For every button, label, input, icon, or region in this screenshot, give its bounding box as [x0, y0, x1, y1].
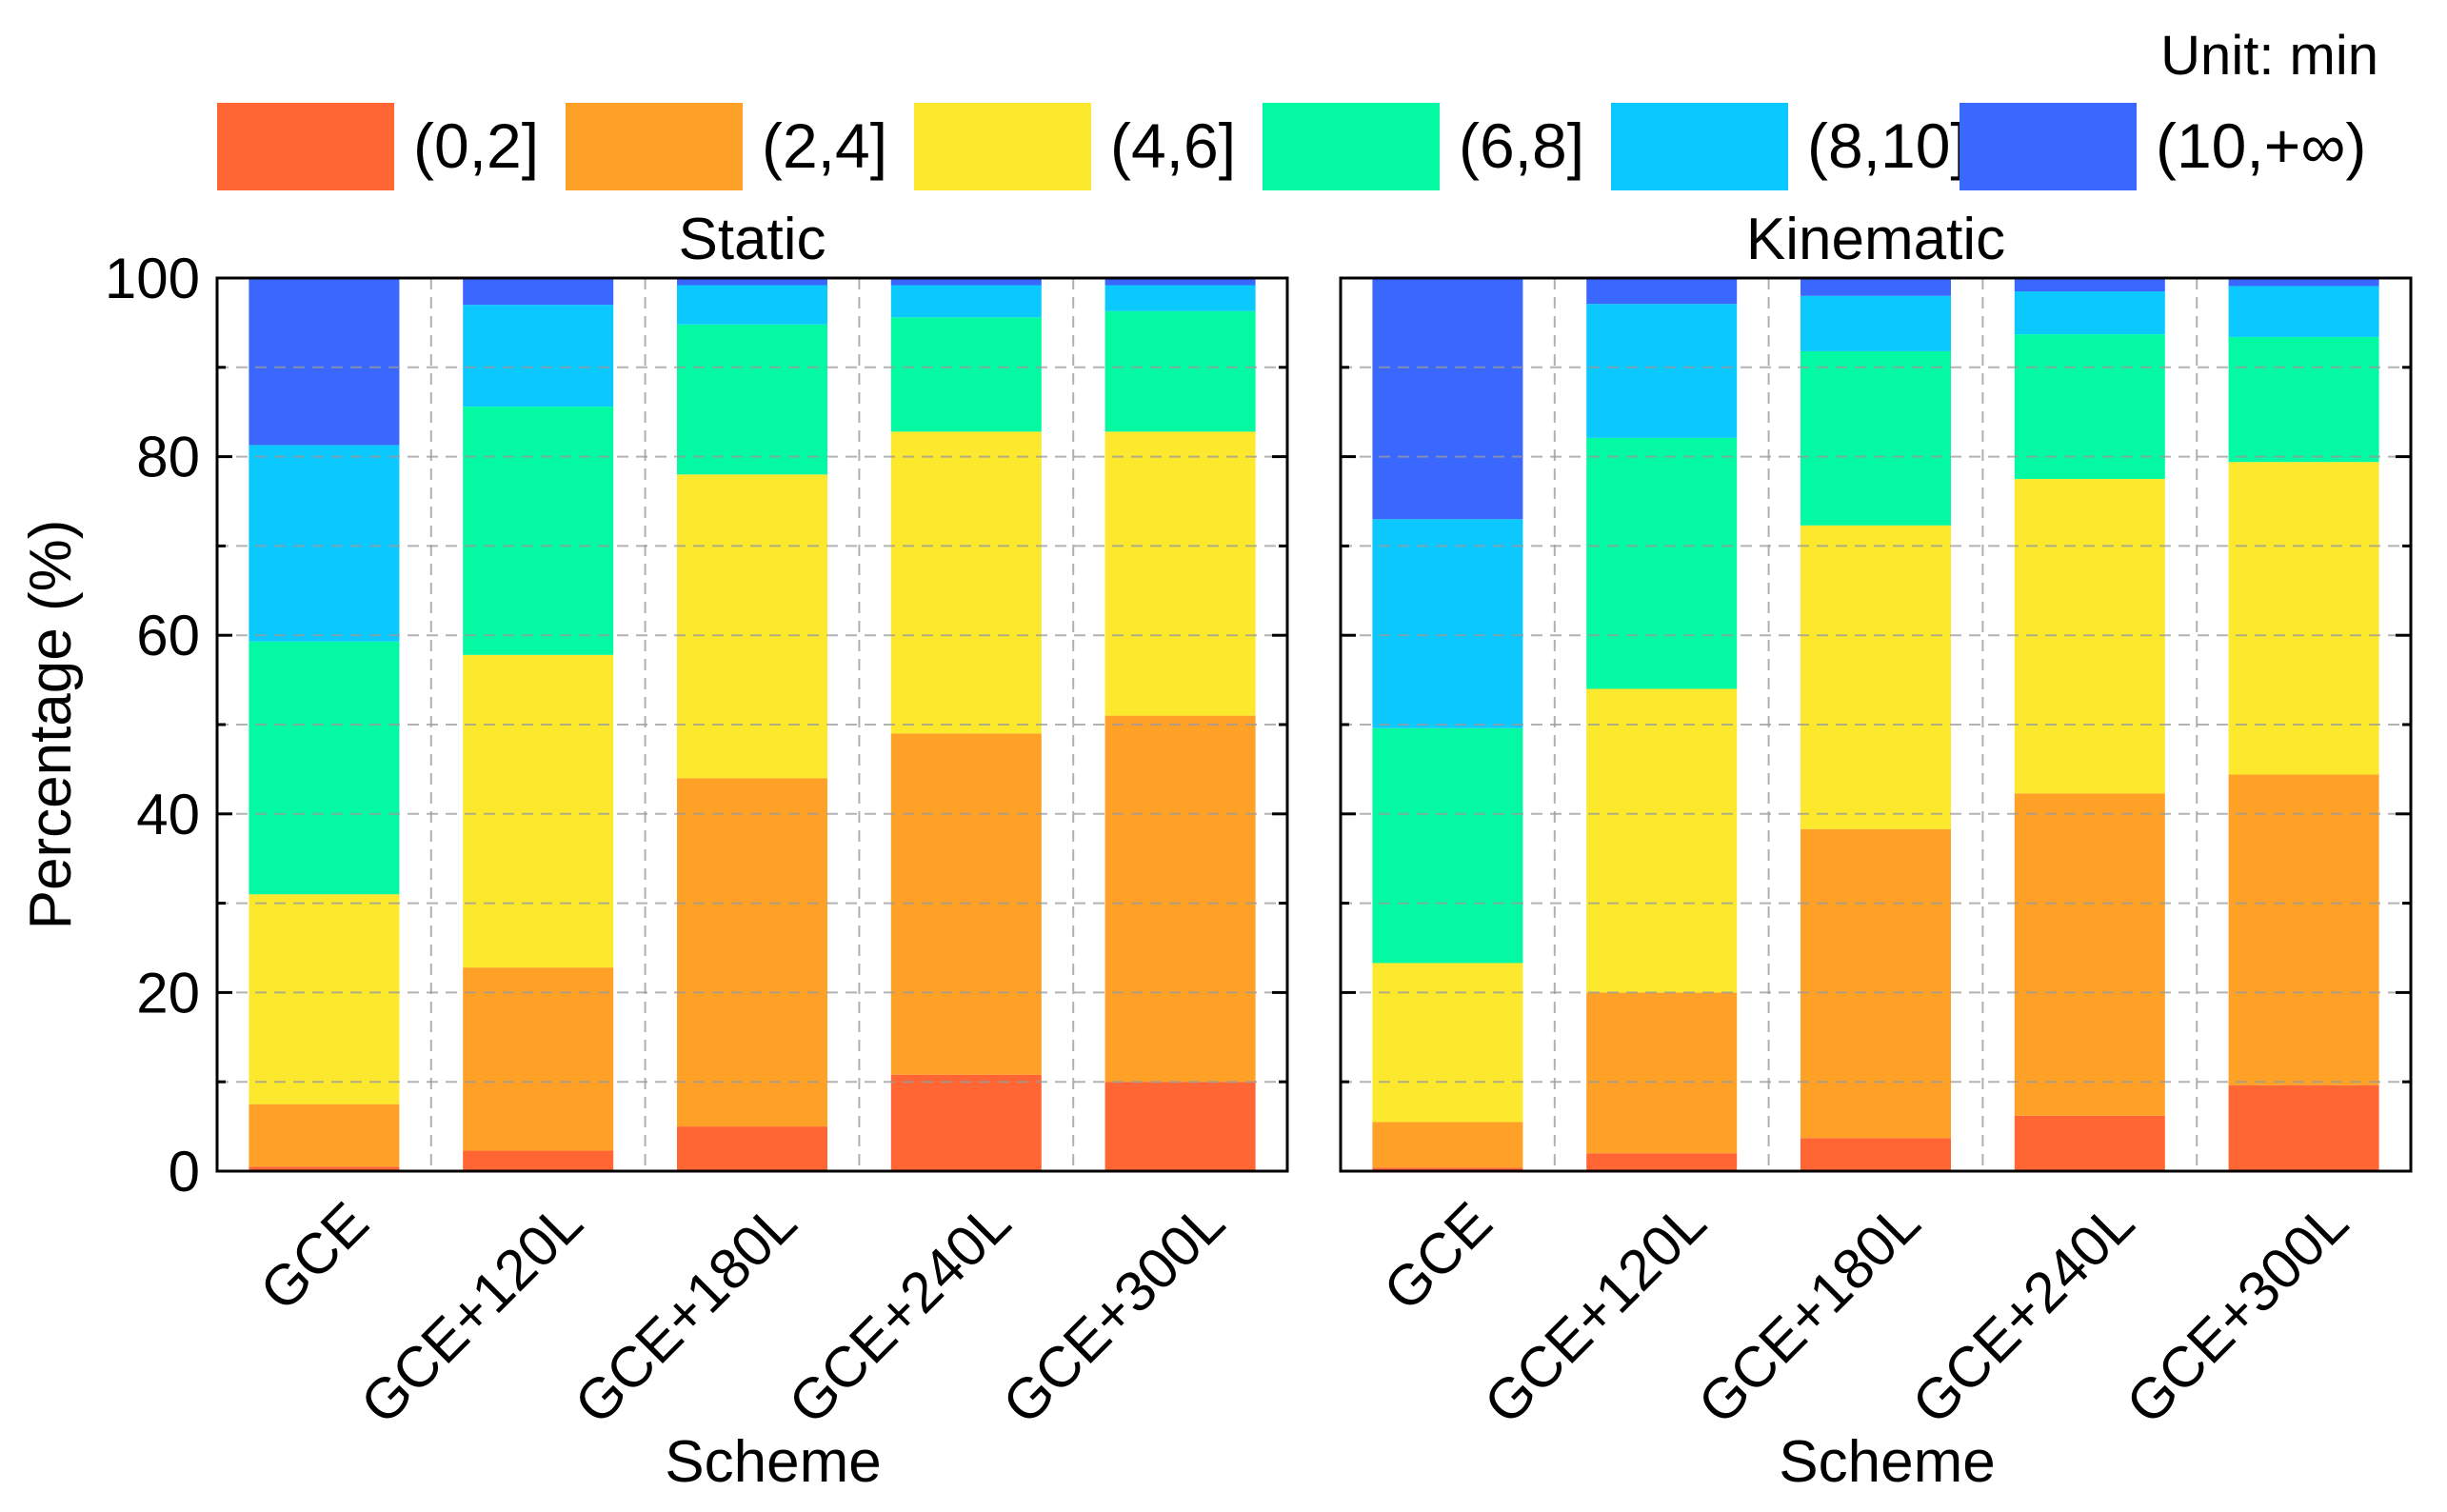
- static-bar-1-seg-6: [249, 278, 400, 446]
- static-ytick-label: 60: [136, 604, 200, 667]
- kinematic-xtick-label-4: GCE+240L: [1900, 1190, 2146, 1436]
- kinematic-bar-5-seg-1: [2228, 1084, 2379, 1171]
- static-bar-1-seg-2: [249, 1104, 400, 1167]
- kinematic-xtick-label-5: GCE+300L: [2114, 1190, 2359, 1436]
- static-ytick-label: 20: [136, 961, 200, 1025]
- static-bar-5-seg-1: [1104, 1082, 1256, 1171]
- kinematic-bar-1-seg-1: [1372, 1167, 1523, 1171]
- kinematic-bar-2-seg-5: [1586, 304, 1738, 438]
- kinematic-bar-1-seg-2: [1372, 1122, 1523, 1168]
- kinematic-bar-4-seg-2: [2014, 793, 2165, 1116]
- legend-swatch-5: [1611, 103, 1788, 190]
- legend: (0,2] (2,4] (4,6] (6,8] (8,10] (10,+∞): [217, 103, 2366, 190]
- legend-swatch-1: [217, 103, 394, 190]
- static-bar-3-seg-6: [677, 278, 827, 286]
- kinematic-bar-4-seg-6: [2014, 278, 2165, 292]
- kinematic-bar-2-seg-6: [1586, 278, 1738, 305]
- legend-label-1: (0,2]: [413, 110, 539, 181]
- static-ytick-label: 80: [136, 426, 200, 489]
- static-bar-2-seg-4: [463, 407, 614, 655]
- static-ytick-label: 0: [169, 1140, 200, 1204]
- static-bar-5-seg-5: [1104, 285, 1256, 311]
- legend-label-5: (8,10]: [1807, 110, 1968, 181]
- legend-swatch-2: [566, 103, 743, 190]
- static-bar-2-seg-6: [463, 278, 614, 306]
- static-bar-5-seg-2: [1104, 715, 1256, 1083]
- static-bar-2-seg-5: [463, 305, 614, 408]
- static-bar-3-seg-1: [677, 1126, 827, 1171]
- kinematic-bar-1-seg-4: [1372, 727, 1523, 964]
- static-bar-3-seg-2: [677, 778, 827, 1127]
- kinematic-bar-4-seg-4: [2014, 334, 2165, 480]
- legend-label-2: (2,4]: [762, 110, 887, 181]
- static-bar-1-seg-3: [249, 894, 400, 1104]
- kinematic-bar-3-seg-5: [1800, 295, 1951, 351]
- kinematic-bar-1-seg-3: [1372, 963, 1523, 1123]
- kinematic-panel: Kinematic GCEGCE+120LGCE+180LGCE+240LGCE+…: [1339, 207, 2413, 1495]
- kinematic-bar-5-seg-2: [2228, 774, 2379, 1085]
- static-ytick-label: 40: [136, 783, 200, 846]
- kinematic-bar-3-seg-1: [1800, 1138, 1951, 1171]
- kinematic-bar-5-seg-4: [2228, 336, 2379, 463]
- kinematic-xtick-label-2: GCE+120L: [1472, 1190, 1718, 1436]
- static-y-axis-label: Percentage (%): [18, 520, 84, 930]
- static-bar-4-seg-1: [890, 1074, 1042, 1171]
- legend-label-4: (6,8]: [1459, 110, 1584, 181]
- legend-label-6: (10,+∞): [2156, 110, 2366, 181]
- legend-swatch-6: [1960, 103, 2137, 190]
- kinematic-panel-title: Kinematic: [1746, 207, 2005, 272]
- legend-swatch-3: [914, 103, 1091, 190]
- kinematic-bar-3-seg-3: [1800, 525, 1951, 829]
- legend-swatch-4: [1263, 103, 1440, 190]
- static-bar-4-seg-4: [890, 317, 1042, 432]
- kinematic-bar-2-seg-2: [1586, 992, 1738, 1154]
- static-bar-3-seg-3: [677, 474, 827, 779]
- static-bar-5-seg-6: [1104, 278, 1256, 286]
- static-bar-3-seg-5: [677, 285, 827, 325]
- static-bar-1-seg-1: [249, 1166, 400, 1171]
- static-bar-1-seg-4: [249, 641, 400, 895]
- kinematic-xtick-label-3: GCE+180L: [1686, 1190, 1932, 1436]
- static-bar-2-seg-3: [463, 654, 614, 968]
- kinematic-bar-1-seg-6: [1372, 278, 1523, 520]
- kinematic-bar-4-seg-1: [2014, 1115, 2165, 1171]
- static-bar-2-seg-1: [463, 1150, 614, 1171]
- legend-label-3: (4,6]: [1110, 110, 1236, 181]
- static-bar-5-seg-3: [1104, 431, 1256, 716]
- static-bar-4-seg-6: [890, 278, 1042, 286]
- kinematic-bar-3-seg-4: [1800, 350, 1951, 526]
- kinematic-bar-3-seg-6: [1800, 278, 1951, 296]
- static-xtick-label-4: GCE+240L: [777, 1190, 1023, 1436]
- static-panel-title: Static: [678, 207, 826, 272]
- static-bar-1-seg-5: [249, 445, 400, 642]
- static-x-axis-label: Scheme: [665, 1429, 881, 1495]
- static-bar-3-seg-4: [677, 324, 827, 475]
- kinematic-bar-2-seg-3: [1586, 688, 1738, 993]
- kinematic-bar-5-seg-3: [2228, 462, 2379, 775]
- kinematic-bar-3-seg-2: [1800, 828, 1951, 1139]
- static-bar-4-seg-5: [890, 285, 1042, 318]
- kinematic-bar-4-seg-5: [2014, 291, 2165, 335]
- static-xtick-label-5: GCE+300L: [990, 1190, 1236, 1436]
- static-ytick-label: 100: [105, 247, 200, 310]
- kinematic-bar-2-seg-1: [1586, 1153, 1738, 1171]
- kinematic-bar-1-seg-5: [1372, 519, 1523, 728]
- kinematic-xtick-label-1: GCE: [1371, 1190, 1503, 1323]
- kinematic-x-axis-label: Scheme: [1779, 1429, 1995, 1495]
- static-bar-2-seg-2: [463, 967, 614, 1151]
- static-xtick-label-3: GCE+180L: [563, 1190, 808, 1436]
- kinematic-bar-5-seg-5: [2228, 286, 2379, 337]
- kinematic-bar-2-seg-4: [1586, 437, 1738, 689]
- static-bar-4-seg-3: [890, 431, 1042, 734]
- kinematic-bar-5-seg-6: [2228, 278, 2379, 287]
- static-xtick-label-1: GCE: [248, 1190, 380, 1323]
- static-bar-5-seg-4: [1104, 310, 1256, 432]
- static-xtick-label-2: GCE+120L: [348, 1190, 594, 1436]
- unit-label: Unit: min: [2160, 25, 2378, 87]
